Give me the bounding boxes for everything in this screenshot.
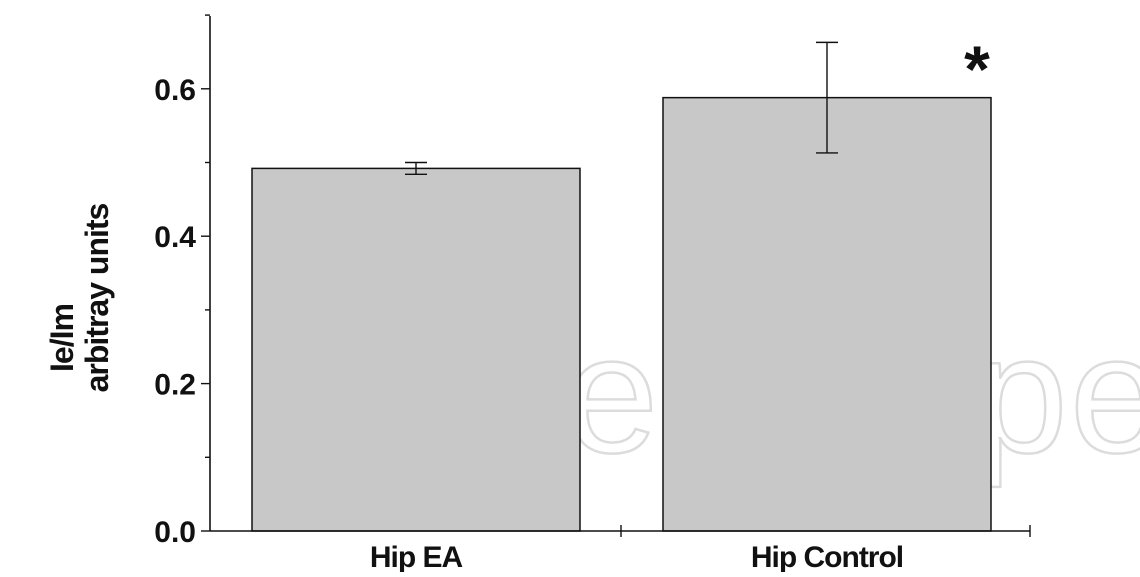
error-bars-layer	[405, 41, 838, 175]
bars-layer	[251, 96, 992, 532]
y-tick-label: 0.2	[154, 369, 196, 402]
y-tick-label: 0.6	[154, 74, 196, 107]
significance-marker: *	[964, 32, 990, 106]
bar	[251, 167, 581, 532]
axes-layer	[201, 14, 1031, 537]
x-category-label: Hip EA	[370, 541, 463, 572]
x-category-label: Hip Control	[751, 541, 903, 572]
labels-layer: Ie/Im arbitray units 0.0 0.2 0.4 0.6 Hip EA H…	[44, 32, 990, 574]
y-axis-title-line1: Ie/Im	[44, 304, 80, 372]
bar	[662, 96, 992, 532]
y-tick-label: 0.4	[154, 221, 196, 254]
y-tick-label: 0.0	[154, 516, 196, 549]
y-axis-title-line2: arbitray units	[79, 203, 115, 392]
